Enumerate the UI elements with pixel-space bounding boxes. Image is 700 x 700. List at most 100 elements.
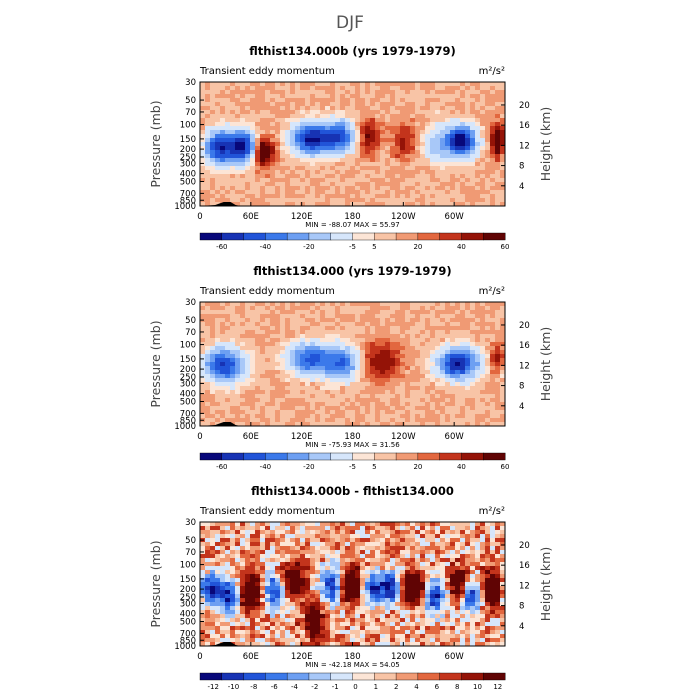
heatmap-cell (425, 338, 431, 343)
heatmap-cell (380, 162, 386, 167)
heatmap-cell (205, 530, 211, 535)
heatmap-cell (495, 106, 501, 111)
heatmap-cell (370, 386, 376, 391)
heatmap-cell (400, 82, 406, 87)
heatmap-cell (350, 98, 356, 103)
x-tick-label: 0 (197, 432, 202, 442)
heatmap-cell (390, 422, 396, 427)
heatmap-cell (245, 178, 251, 183)
heatmap-cell (480, 122, 486, 127)
heatmap-cell (455, 114, 461, 119)
heatmap-cell (310, 390, 316, 395)
heatmap-cell (220, 158, 226, 163)
heatmap-cell (380, 578, 386, 583)
heatmap-cell (290, 522, 296, 527)
heatmap-cell (400, 110, 406, 115)
heatmap-cell (380, 538, 386, 543)
heatmap-cell (495, 334, 501, 339)
heatmap-cell (375, 386, 381, 391)
heatmap-cell (260, 102, 266, 107)
heatmap-cell (270, 102, 276, 107)
heatmap-cell (205, 362, 211, 367)
colorbar-label: 5 (372, 463, 376, 471)
heatmap-cell (365, 586, 371, 591)
heatmap-cell (350, 114, 356, 119)
heatmap-cell (320, 138, 326, 143)
heatmap-cell (290, 402, 296, 407)
heatmap-cell (210, 414, 216, 419)
heatmap-cell (270, 82, 276, 87)
heatmap-cell (465, 346, 471, 351)
heatmap-cell (480, 546, 486, 551)
heatmap-cell (410, 182, 416, 187)
heatmap-cell (270, 354, 276, 359)
heatmap-cell (430, 370, 436, 375)
heatmap-cell (270, 110, 276, 115)
heatmap-cell (380, 166, 386, 171)
heatmap-cell (395, 382, 401, 387)
heatmap-cell (390, 318, 396, 323)
heatmap-cell (265, 86, 271, 91)
heatmap-cell (335, 158, 341, 163)
heatmap-cell (390, 82, 396, 87)
colorbar-label: -40 (260, 243, 271, 251)
heatmap-cell (375, 174, 381, 179)
heatmap-cell (270, 550, 276, 555)
heatmap-cell (435, 174, 441, 179)
heatmap-cell (500, 370, 506, 375)
heatmap-cell (315, 398, 321, 403)
heatmap-cell (365, 410, 371, 415)
heatmap-cell (260, 562, 266, 567)
heatmap-cell (475, 314, 481, 319)
heatmap-cell (465, 394, 471, 399)
heatmap-cell (345, 318, 351, 323)
heatmap-cell (470, 182, 476, 187)
heatmap-cell (295, 394, 301, 399)
heatmap-cell (415, 326, 421, 331)
heatmap-cell (415, 386, 421, 391)
heatmap-cell (235, 418, 241, 423)
heatmap-cell (495, 526, 501, 531)
heatmap-cell (260, 334, 266, 339)
heatmap-cell (285, 326, 291, 331)
heatmap-cell (415, 202, 421, 207)
heatmap-cell (400, 546, 406, 551)
heatmap-cell (280, 198, 286, 203)
heatmap-cell (355, 122, 361, 127)
heatmap-cell (355, 106, 361, 111)
heatmap-cell (500, 142, 506, 147)
heatmap-cell (285, 118, 291, 123)
heatmap-cell (265, 422, 271, 427)
heatmap-cell (470, 350, 476, 355)
heatmap-cell (485, 418, 491, 423)
heatmap-cell (480, 562, 486, 567)
heatmap-cell (475, 578, 481, 583)
heatmap-cell (395, 146, 401, 151)
heatmap-cell (275, 102, 281, 107)
heatmap-cell (400, 202, 406, 207)
heatmap-cell (490, 86, 496, 91)
heatmap-cell (280, 562, 286, 567)
heatmap-cell (315, 346, 321, 351)
heatmap-cell (220, 310, 226, 315)
heatmap-cell (500, 346, 506, 351)
heatmap-cell (370, 558, 376, 563)
heatmap-cell (300, 186, 306, 191)
heatmap-cell (385, 390, 391, 395)
heatmap-cell (260, 338, 266, 343)
heatmap-cell (500, 550, 506, 555)
heatmap-cell (325, 138, 331, 143)
colorbar: -60 -40 -20 -5 5 20 40 60 (199, 232, 509, 251)
heatmap-cell (430, 402, 436, 407)
heatmap-cell (240, 398, 246, 403)
heatmap-cell (200, 402, 206, 407)
heatmap-cell (205, 142, 211, 147)
colorbar-swatch (374, 232, 397, 241)
heatmap-cell (350, 578, 356, 583)
heatmap-cell (485, 350, 491, 355)
heatmap-cell (245, 162, 251, 167)
heatmap-cell (330, 350, 336, 355)
heatmap-cell (445, 150, 451, 155)
heatmap-cell (490, 150, 496, 155)
heatmap-cell (480, 374, 486, 379)
